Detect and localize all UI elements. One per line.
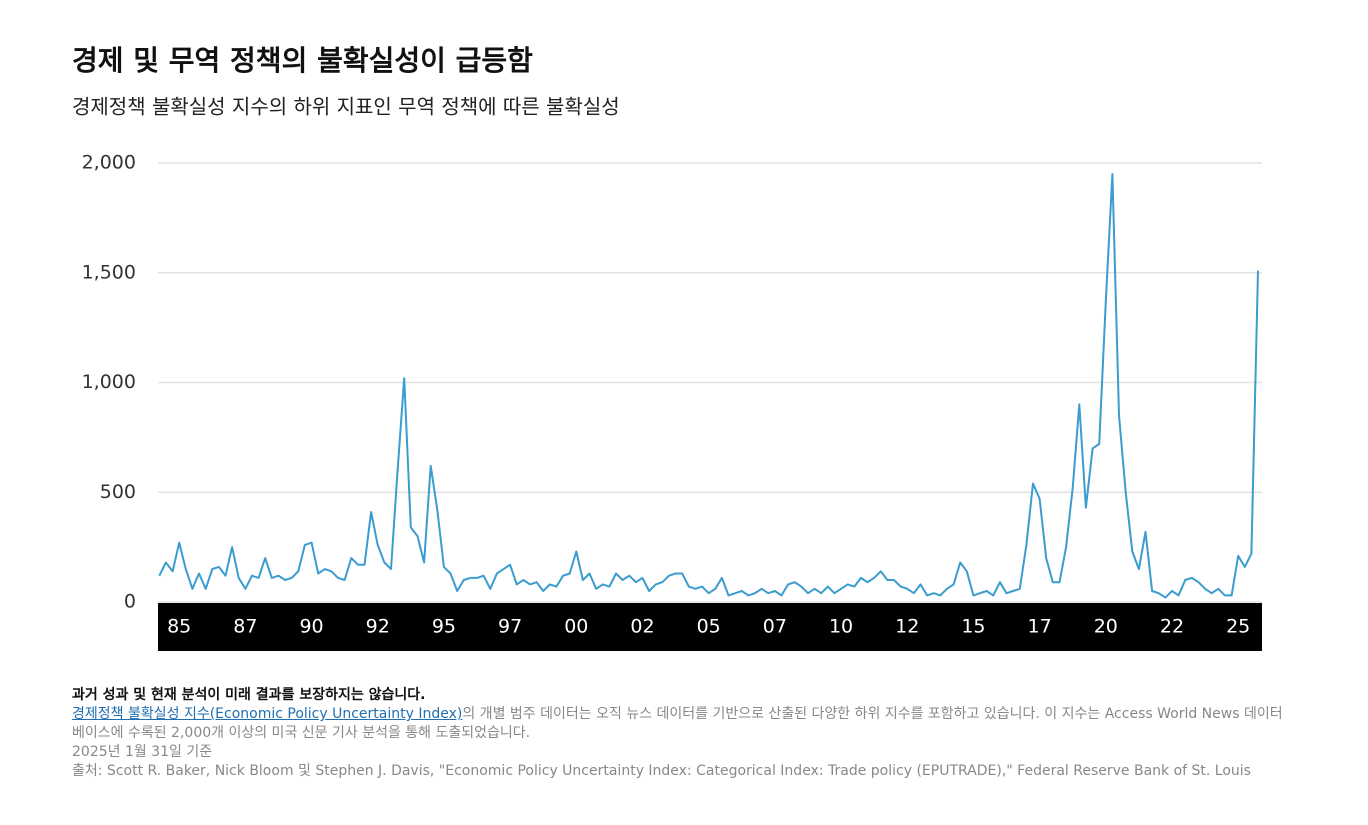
y-tick-label: 2,000 [82, 152, 136, 174]
disclaimer: 과거 성과 및 현재 분석이 미래 결과를 보장하지는 않습니다. [72, 687, 426, 703]
y-tick-label: 1,500 [82, 261, 136, 283]
x-tick-label: 97 [498, 616, 522, 638]
x-tick-label: 17 [1028, 616, 1052, 638]
x-tick-label: 20 [1094, 616, 1118, 638]
index-link[interactable]: 경제정책 불확실성 지수(Economic Policy Uncertainty… [72, 706, 463, 722]
x-tick-label: 92 [366, 616, 390, 638]
chart: 경제 및 무역 정책의 불확실성이 급등함 경제정책 불확실성 지수의 하위 지… [72, 44, 1262, 651]
source-note: 출처: Scott R. Baker, Nick Bloom 및 Stephen… [72, 763, 1251, 779]
x-tick-label: 02 [630, 616, 654, 638]
chart-title: 경제 및 무역 정책의 불확실성이 급등함 [72, 44, 533, 77]
x-tick-label: 87 [233, 616, 257, 638]
description-block: 경제정책 불확실성 지수(Economic Policy Uncertainty… [72, 705, 1287, 743]
series-line [158, 173, 1259, 599]
x-tick-label: 15 [961, 616, 985, 638]
x-tick-label: 05 [697, 616, 721, 638]
x-tick-label: 10 [829, 616, 853, 638]
x-tick-label: 22 [1160, 616, 1184, 638]
x-axis-band [158, 603, 1262, 651]
y-tick-label: 1,000 [82, 371, 136, 393]
x-tick-label: 95 [432, 616, 456, 638]
x-tick-label: 00 [564, 616, 588, 638]
x-tick-label: 25 [1226, 616, 1250, 638]
x-tick-label: 07 [763, 616, 787, 638]
y-tick-label: 500 [100, 481, 136, 503]
x-tick-label: 12 [895, 616, 919, 638]
x-tick-label: 85 [167, 616, 191, 638]
footer: 과거 성과 및 현재 분석이 미래 결과를 보장하지는 않습니다. 경제정책 불… [72, 686, 1287, 781]
x-tick-label: 90 [299, 616, 323, 638]
date-note: 2025년 1월 31일 기준 [72, 744, 213, 760]
description: 의 개별 범주 데이터는 오직 뉴스 데이터를 기반으로 산출된 다양한 하위 … [72, 706, 1283, 741]
chart-subtitle: 경제정책 불확실성 지수의 하위 지표인 무역 정책에 따른 불확실성 [72, 95, 620, 119]
y-tick-label: 0 [124, 591, 136, 613]
